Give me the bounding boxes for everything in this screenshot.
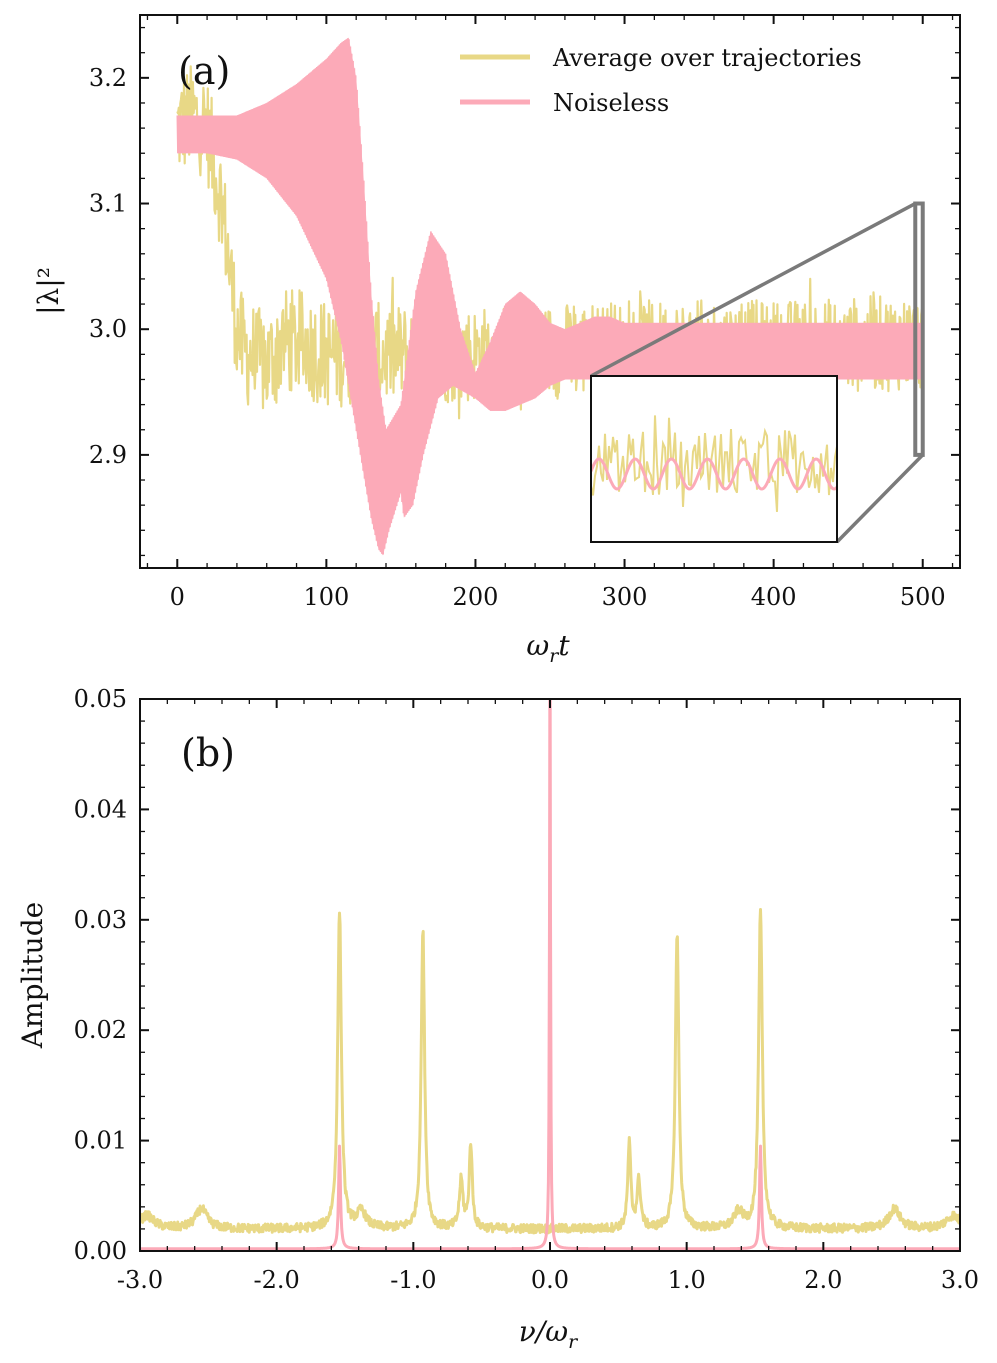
panel-b-xtick-label: 3.0 <box>941 1266 979 1294</box>
panel-b-ytick-label: 0.02 <box>74 1016 127 1044</box>
panel-b-plot-area <box>140 699 960 1251</box>
panel-a-xtick-label: 100 <box>303 583 349 611</box>
panel-b-ytick-label: 0.03 <box>74 906 127 934</box>
panel-b-xtick-label: 1.0 <box>668 1266 706 1294</box>
panel-a: 0 100 200 300 400 500 2.9 3.0 3.1 3.2 (a) Average… <box>32 14 961 667</box>
panel-a-ytick-label: 3.1 <box>89 190 127 218</box>
panel-a-ylabel: |λ|² <box>32 267 65 315</box>
panel-a-label: (a) <box>178 49 230 93</box>
zoom-region-box <box>913 201 925 457</box>
panel-b-xtick-label: 2.0 <box>804 1266 842 1294</box>
panel-a-xtick-label: 400 <box>751 583 797 611</box>
panel-b-xtick-label: -2.0 <box>254 1266 300 1294</box>
series-noiseless-envelope <box>177 37 923 556</box>
panel-b-xlabel: ν/ωr <box>519 1315 579 1353</box>
panel-a-ytick-label: 3.0 <box>89 315 127 343</box>
panel-a-ytick-label: 2.9 <box>89 441 127 469</box>
panel-b-label: (b) <box>181 731 235 775</box>
panel-b-ticks: -3.0 -2.0 -1.0 0.0 1.0 2.0 3.0 0.00 0.01 0.02 0.03… <box>74 685 980 1294</box>
panel-a-xlabel: ωrt <box>526 629 570 667</box>
panel-b-xtick-label: -1.0 <box>390 1266 436 1294</box>
panel-a-ytick-label: 3.2 <box>89 64 127 92</box>
zoom-connector-top <box>590 201 917 378</box>
legend-label-noiseless: Noiseless <box>553 89 669 117</box>
zoom-connector-bottom <box>835 453 924 544</box>
panel-a-frame <box>139 14 961 569</box>
inset-frame <box>590 375 838 543</box>
panel-a-xtick-label: 300 <box>602 583 648 611</box>
legend: Average over trajectories Noiseless <box>460 44 862 117</box>
panel-b-xtick-label: -3.0 <box>117 1266 163 1294</box>
legend-label-average: Average over trajectories <box>552 44 862 72</box>
inset-average-trace <box>591 415 837 512</box>
panel-b-xtick-label: 0.0 <box>531 1266 569 1294</box>
spectrum-noiseless-trace <box>140 699 960 1251</box>
panel-b-ytick-label: 0.01 <box>74 1127 127 1155</box>
panel-a-plot-area <box>176 37 924 556</box>
spectrum-average-trace <box>140 908 960 1235</box>
inset-plot <box>591 415 837 512</box>
inset-noiseless-trace <box>591 457 837 491</box>
panel-b-ytick-label: 0.04 <box>74 795 127 823</box>
panel-a-xtick-label: 200 <box>453 583 499 611</box>
panel-b-ytick-label: 0.00 <box>74 1237 127 1265</box>
panel-b-ylabel: Amplitude <box>16 902 49 1049</box>
panel-b-ytick-label: 0.05 <box>74 685 127 713</box>
panel-a-ticks: 0 100 200 300 400 500 2.9 3.0 3.1 3.2 <box>89 15 960 611</box>
panel-a-xtick-label: 0 <box>170 583 185 611</box>
panel-b: -3.0 -2.0 -1.0 0.0 1.0 2.0 3.0 0.00 0.01 0.02 0.03… <box>16 685 980 1353</box>
panel-a-xtick-label: 500 <box>900 583 946 611</box>
